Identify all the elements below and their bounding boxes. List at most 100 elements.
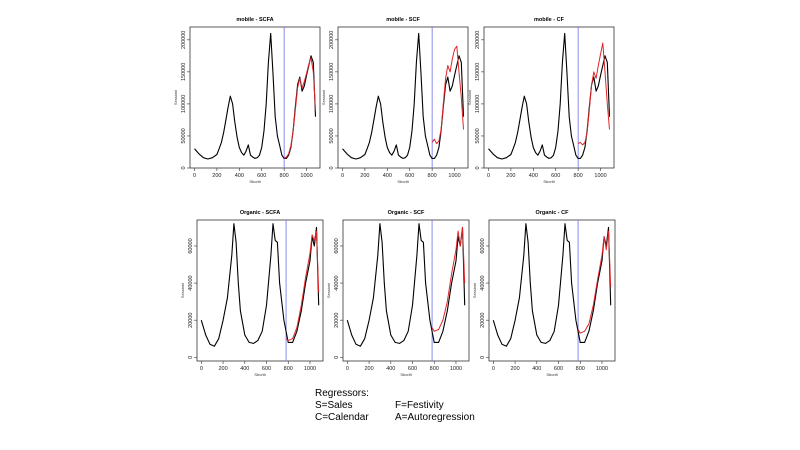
- x-tick-label: 800: [576, 366, 585, 372]
- actual-series-line: [194, 32, 317, 160]
- x-axis-label: Sboriti: [546, 372, 557, 377]
- panel-title: mobile - CF: [534, 17, 565, 23]
- forecast-series-line: [283, 57, 316, 159]
- x-tick-label: 600: [257, 173, 266, 179]
- x-tick-label: 600: [554, 366, 563, 372]
- y-tick-label: 0: [181, 166, 187, 169]
- plot-frame: [483, 26, 615, 169]
- panel-title: mobile - SCF: [386, 17, 420, 23]
- plot-frame: [189, 26, 321, 169]
- y-axis-label: Sessioni: [467, 90, 472, 105]
- x-tick-label: 600: [408, 366, 417, 372]
- panel-6: Organic - CF 0 200 400 600 800 1000 Sboriti 0 200…: [472, 210, 616, 377]
- y-tick-label: 150000: [475, 63, 481, 81]
- y-tick-label: 0: [480, 356, 486, 359]
- panel-3: mobile - CF 0 200 400 600 800 1000 Sboriti 0 5000…: [467, 17, 615, 184]
- x-tick-label: 0: [487, 173, 490, 179]
- panel-title: Organic - SCFA: [240, 210, 280, 216]
- x-tick-label: 0: [200, 366, 203, 372]
- x-tick-label: 1000: [448, 173, 460, 179]
- panel-title: mobile - SCFA: [236, 17, 273, 23]
- x-tick-label: 400: [240, 366, 249, 372]
- x-axis-label: Sboriti: [397, 179, 408, 184]
- actual-series-line: [492, 223, 612, 347]
- legend-item-calendar: C=Calendar: [315, 412, 369, 423]
- x-tick-label: 800: [428, 173, 437, 179]
- forecast-series-line: [577, 42, 610, 146]
- x-tick-label: 400: [532, 366, 541, 372]
- y-tick-label: 50000: [329, 128, 335, 143]
- forecast-series-line: [577, 230, 612, 334]
- y-axis-label: Sessioni: [173, 90, 178, 105]
- x-tick-label: 1000: [304, 366, 316, 372]
- legend-col-2: F=Festivity A=Autoregression: [395, 400, 475, 424]
- y-axis-label: Sessioni: [472, 283, 477, 298]
- plot-frame: [337, 26, 469, 169]
- x-tick-label: 400: [386, 366, 395, 372]
- x-tick-label: 200: [360, 173, 369, 179]
- y-tick-label: 150000: [181, 63, 187, 81]
- y-tick-label: 60000: [188, 238, 194, 253]
- x-tick-label: 800: [280, 173, 289, 179]
- y-tick-label: 200000: [475, 31, 481, 49]
- x-axis-label: Sboriti: [400, 372, 411, 377]
- x-axis-label: Sboriti: [543, 179, 554, 184]
- x-tick-label: 200: [212, 173, 221, 179]
- x-tick-label: 800: [430, 366, 439, 372]
- y-tick-label: 50000: [181, 128, 187, 143]
- actual-series-line: [342, 32, 465, 160]
- plot-frame: [196, 219, 324, 362]
- y-axis-label: Sessioni: [326, 283, 331, 298]
- y-tick-label: 200000: [181, 31, 187, 49]
- forecast-series-line: [285, 230, 320, 342]
- x-tick-label: 800: [574, 173, 583, 179]
- x-tick-label: 200: [510, 366, 519, 372]
- y-tick-label: 40000: [334, 275, 340, 290]
- x-tick-label: 600: [262, 366, 271, 372]
- y-tick-label: 100000: [329, 95, 335, 113]
- x-tick-label: 0: [341, 173, 344, 179]
- x-tick-label: 0: [492, 366, 495, 372]
- x-tick-label: 200: [506, 173, 515, 179]
- y-tick-label: 20000: [334, 313, 340, 328]
- y-tick-label: 0: [188, 356, 194, 359]
- y-tick-label: 20000: [480, 313, 486, 328]
- y-tick-label: 60000: [334, 238, 340, 253]
- y-tick-label: 40000: [480, 275, 486, 290]
- y-tick-label: 20000: [188, 313, 194, 328]
- y-tick-label: 200000: [329, 31, 335, 49]
- forecast-series-line: [431, 45, 464, 145]
- actual-series-line: [346, 223, 466, 347]
- legend-col-1: S=Sales C=Calendar: [315, 400, 369, 424]
- legend: Regressors:: [315, 388, 369, 400]
- y-axis-label: Sessioni: [180, 283, 185, 298]
- y-tick-label: 60000: [480, 238, 486, 253]
- plot-frame: [488, 219, 616, 362]
- x-tick-label: 200: [364, 366, 373, 372]
- plot-frame: [342, 219, 470, 362]
- panel-title: Organic - SCF: [388, 210, 425, 216]
- y-tick-label: 100000: [475, 95, 481, 113]
- panel-2: mobile - SCF 0 200 400 600 800 1000 Sboriti 0 500…: [321, 17, 469, 184]
- actual-series-line: [488, 32, 611, 160]
- x-tick-label: 200: [218, 366, 227, 372]
- y-tick-label: 50000: [475, 128, 481, 143]
- x-axis-label: Sboriti: [249, 179, 260, 184]
- x-tick-label: 1000: [594, 173, 606, 179]
- y-axis-label: Sessioni: [321, 90, 326, 105]
- x-tick-label: 400: [529, 173, 538, 179]
- y-tick-label: 150000: [329, 63, 335, 81]
- x-axis-label: Sboriti: [254, 372, 265, 377]
- legend-item-sales: S=Sales: [315, 400, 353, 411]
- panel-4: Organic - SCFA 0 200 400 600 800 1000 Sboriti 0 2…: [180, 210, 324, 377]
- x-tick-label: 0: [193, 173, 196, 179]
- x-tick-label: 0: [346, 366, 349, 372]
- legend-item-festivity: F=Festivity: [395, 400, 444, 411]
- actual-series-line: [200, 223, 320, 347]
- panel-title: Organic - CF: [535, 210, 569, 216]
- y-tick-label: 0: [329, 166, 335, 169]
- x-tick-label: 800: [284, 366, 293, 372]
- x-tick-label: 1000: [300, 173, 312, 179]
- y-tick-label: 0: [334, 356, 340, 359]
